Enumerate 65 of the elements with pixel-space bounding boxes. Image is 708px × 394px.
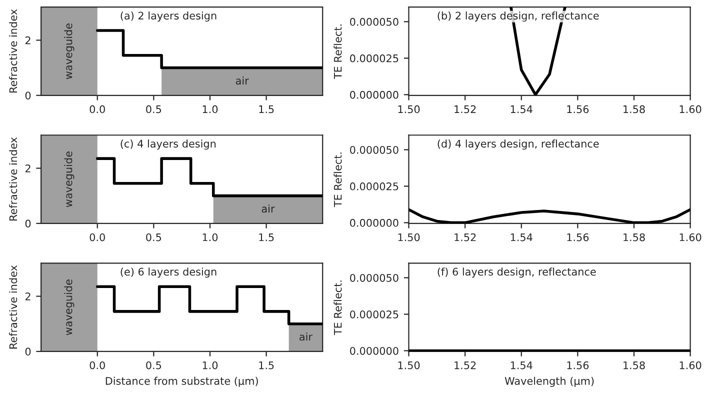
x-tick-label: 1.52 [454,233,476,242]
x-tick-label: 1.50 [398,105,420,114]
y-axis-title: Refractive index [9,9,18,93]
x-tick-label: 1.50 [398,361,420,370]
x-tick-label: 1.54 [510,105,532,114]
chart-title: (d) 4 layers design, reflectance [438,140,599,150]
chart-title: (b) 2 layers design, reflectance [438,12,599,22]
y-tick-label: 0.000025 [350,310,398,318]
x-tick-label: 1.0 [202,361,218,370]
x-tick-label: 1.54 [510,361,532,370]
y-axis-title: Refractive index [9,137,18,221]
y-axis-title: TE Reflect. [334,280,342,336]
y-tick-label: 0.000025 [350,54,398,62]
y-axis-title: TE Reflect. [334,24,342,80]
x-tick-label: 1.56 [567,233,589,242]
x-tick-label: 1.56 [567,361,589,370]
x-tick-label: 1.58 [624,105,645,114]
y-tick-label: 2 [25,292,30,300]
x-tick-label: 0.0 [90,361,105,370]
y-tick-label: 0.000000 [350,218,398,227]
y-tick-label: 0.000050 [350,18,398,26]
y-tick-label: 0.000000 [350,346,398,355]
x-tick-label: 1.50 [398,233,420,242]
y-tick-label: 2 [25,164,30,172]
x-tick-label: 1.60 [680,233,702,242]
x-tick-label: 1.5 [259,361,274,370]
y-tick-label: 0.000000 [350,90,398,99]
series-label: air [262,204,275,213]
y-axis-title: TE Reflect. [334,152,342,208]
x-tick-label: 1.5 [259,105,274,114]
x-tick-label: 1.52 [454,105,476,114]
y-tick-label: 0.000025 [350,182,398,190]
y-tick-label: 0 [25,348,31,356]
x-tick-label: 1.56 [567,105,589,114]
y-axis-title: Refractive index [9,265,18,349]
x-tick-label: 1.60 [680,361,702,370]
x-tick-label: 1.58 [624,233,645,242]
band-label: waveguide [64,23,74,80]
y-tick-label: 0 [25,220,31,228]
x-tick-label: 0.0 [90,105,105,114]
x-tick-label: 1.54 [510,233,532,242]
y-tick-label: 0.000050 [350,146,398,154]
band-label: waveguide [64,280,74,336]
chart-title: (c) 4 layers design [120,140,216,150]
series-label: air [236,76,249,85]
x-tick-label: 1.60 [680,105,702,114]
y-tick-label: 0.000050 [350,274,398,282]
x-tick-label: 0.0 [90,233,105,242]
x-tick-label: 1.0 [202,105,218,114]
x-tick-label: 1.5 [259,233,274,242]
x-tick-label: 1.58 [624,361,645,370]
x-tick-label: 0.5 [146,361,162,370]
x-axis-title: Distance from substrate (µm) [106,376,258,387]
series-label: air [300,332,312,341]
y-tick-label: 0 [25,92,31,100]
x-tick-label: 0.5 [146,105,162,114]
y-tick-label: 2 [25,36,30,44]
chart-title: (e) 6 layers design [120,268,216,278]
x-tick-label: 1.52 [454,361,476,370]
x-axis-title: Wavelength (μm) [504,376,594,387]
chart-title: (a) 2 layers design [120,12,216,22]
x-tick-label: 1.0 [202,233,218,242]
band-label: waveguide [64,152,74,208]
chart-title: (f) 6 layers design, reflectance [438,268,596,278]
x-tick-label: 0.5 [146,233,162,242]
